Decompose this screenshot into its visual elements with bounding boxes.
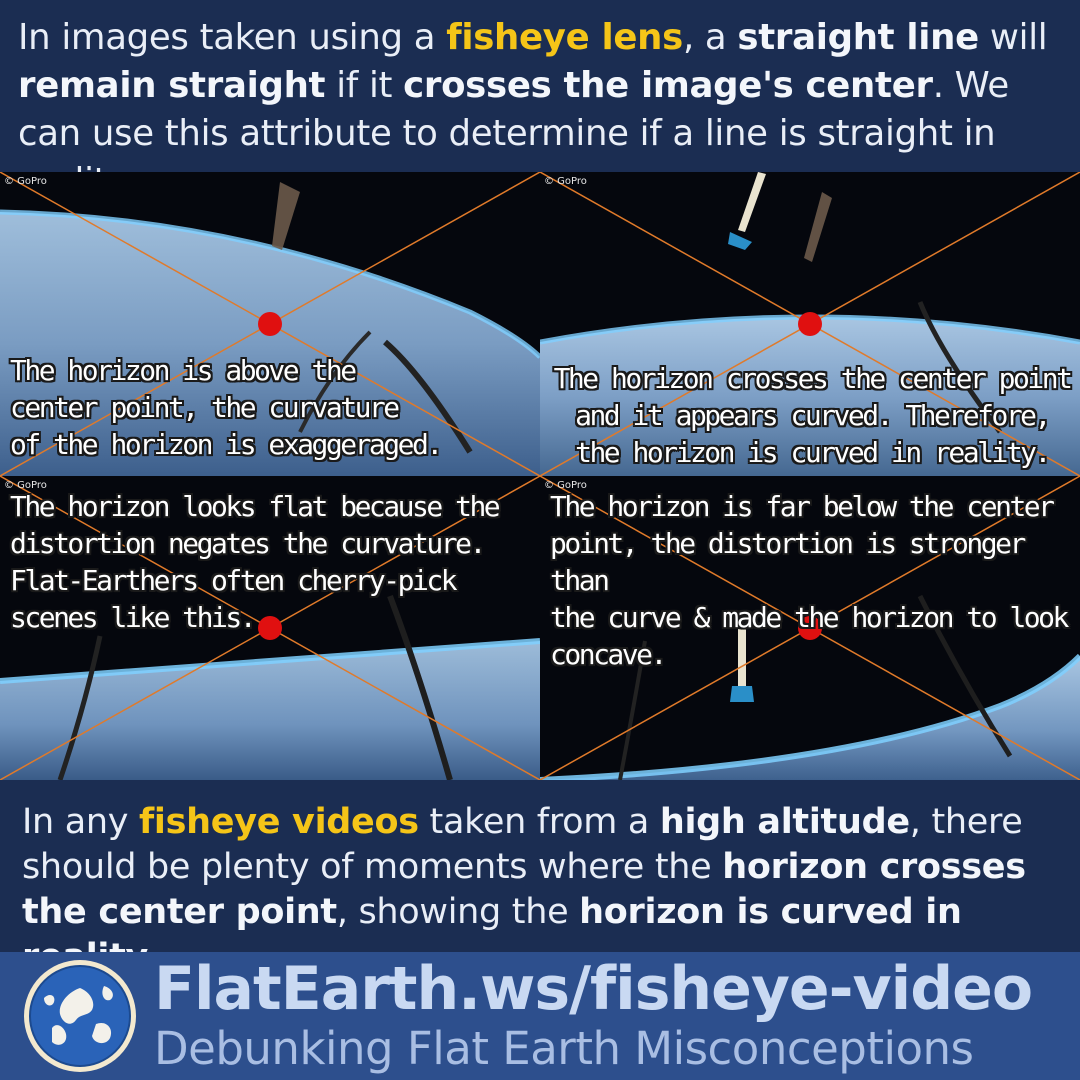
photo-credit: © GoPro	[544, 480, 587, 491]
intro-text: In images taken using a fisheye lens, a …	[18, 17, 1048, 202]
fisheye-photo	[540, 476, 1080, 780]
highlight-fisheye-videos: fisheye videos	[139, 802, 419, 842]
fisheye-image-grid: © GoPro The horizon is above the center …	[0, 172, 1080, 780]
site-tagline: Debunking Flat Earth Misconceptions	[154, 1022, 974, 1075]
center-point-dot	[798, 616, 822, 640]
photo-credit: © GoPro	[4, 176, 47, 187]
fisheye-photo	[0, 172, 540, 476]
center-point-dot	[798, 312, 822, 336]
panel-horizon-center: © GoPro The horizon crosses the center p…	[540, 172, 1080, 476]
fisheye-photo	[540, 172, 1080, 476]
footer-band	[0, 952, 1080, 1080]
site-url: FlatEarth.ws/fisheye-video	[154, 954, 1033, 1024]
photo-credit: © GoPro	[4, 480, 47, 491]
center-point-dot	[258, 312, 282, 336]
outro-text: In any fisheye videos taken from a high …	[22, 802, 1026, 977]
panel-horizon-below: © GoPro The horizon is far below the cen…	[540, 476, 1080, 780]
flat-earth-globe-icon	[24, 960, 136, 1072]
panel-horizon-flat: © GoPro The horizon looks flat because t…	[0, 476, 540, 780]
caption-horizon-flat: The horizon looks flat because the disto…	[10, 490, 501, 634]
caption-horizon-above: The horizon is above the center point, t…	[10, 354, 443, 461]
panel-horizon-above: © GoPro The horizon is above the center …	[0, 172, 540, 476]
photo-credit: © GoPro	[544, 176, 587, 187]
center-point-dot	[258, 616, 282, 640]
caption-horizon-below: The horizon is far below the center poin…	[550, 490, 1069, 671]
highlight-fisheye-lens: fisheye lens	[446, 17, 683, 58]
fisheye-photo	[0, 476, 540, 780]
caption-horizon-center: The horizon crosses the center point and…	[553, 362, 1073, 469]
